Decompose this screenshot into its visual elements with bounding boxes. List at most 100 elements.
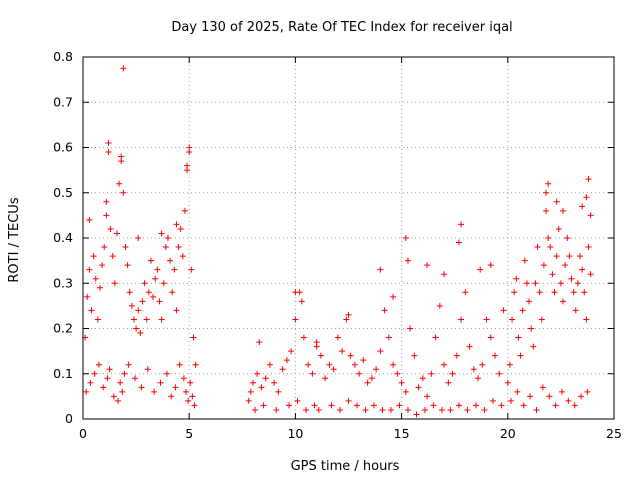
data-point bbox=[566, 253, 573, 260]
data-point bbox=[245, 397, 252, 404]
x-tick-label: 20 bbox=[500, 426, 516, 441]
data-point bbox=[345, 311, 352, 318]
data-point bbox=[133, 325, 140, 332]
data-point bbox=[164, 235, 171, 241]
data-point bbox=[177, 225, 184, 232]
data-point bbox=[158, 230, 165, 237]
data-point bbox=[538, 316, 545, 323]
data-point bbox=[254, 370, 261, 377]
data-point bbox=[158, 316, 165, 323]
data-point bbox=[511, 289, 518, 296]
data-point bbox=[545, 180, 552, 187]
data-point bbox=[540, 262, 547, 269]
y-tick-label: 0.2 bbox=[53, 321, 73, 336]
data-point bbox=[160, 280, 167, 287]
data-point bbox=[527, 393, 534, 400]
data-point bbox=[509, 316, 516, 323]
data-point bbox=[364, 379, 371, 386]
data-point bbox=[579, 266, 586, 273]
data-point bbox=[551, 289, 558, 296]
y-tick-label: 0.6 bbox=[53, 140, 73, 155]
data-point bbox=[176, 361, 183, 368]
data-point bbox=[553, 253, 560, 260]
data-point bbox=[584, 388, 591, 395]
data-point bbox=[583, 194, 590, 201]
data-point bbox=[521, 257, 528, 264]
data-point bbox=[168, 393, 175, 400]
data-point bbox=[424, 262, 431, 269]
data-point bbox=[252, 406, 259, 413]
data-point bbox=[116, 180, 123, 187]
data-point bbox=[188, 266, 195, 273]
data-point bbox=[94, 316, 101, 323]
data-point bbox=[145, 289, 152, 296]
data-point bbox=[309, 370, 316, 377]
data-point bbox=[402, 235, 409, 241]
data-point bbox=[122, 244, 129, 251]
data-point bbox=[110, 393, 117, 400]
data-point bbox=[162, 244, 169, 251]
data-point bbox=[513, 275, 520, 282]
chart-title: Day 130 of 2025, Rate Of TEC Index for r… bbox=[171, 20, 512, 35]
data-point bbox=[186, 149, 193, 156]
y-tick-label: 0.7 bbox=[53, 94, 73, 109]
data-point bbox=[128, 302, 135, 309]
data-point bbox=[360, 357, 367, 364]
data-point bbox=[368, 375, 375, 382]
data-point bbox=[487, 334, 494, 341]
data-point bbox=[91, 370, 98, 377]
data-point bbox=[135, 307, 142, 314]
data-point bbox=[407, 325, 414, 332]
data-point bbox=[543, 189, 550, 196]
data-point bbox=[143, 316, 150, 323]
data-point bbox=[475, 375, 482, 382]
data-point bbox=[104, 375, 111, 382]
data-point bbox=[247, 388, 254, 395]
data-point bbox=[190, 334, 197, 341]
data-point bbox=[445, 379, 452, 386]
data-point bbox=[413, 411, 420, 418]
data-point bbox=[421, 406, 428, 413]
data-point bbox=[464, 406, 471, 413]
data-point bbox=[88, 307, 95, 314]
data-point bbox=[90, 253, 97, 260]
data-point bbox=[326, 361, 333, 368]
data-point bbox=[470, 366, 477, 373]
data-point bbox=[117, 379, 124, 386]
data-point bbox=[373, 366, 380, 373]
data-point bbox=[564, 235, 571, 241]
data-point bbox=[483, 316, 490, 323]
data-point bbox=[103, 212, 110, 219]
data-point bbox=[432, 334, 439, 341]
data-point bbox=[585, 176, 592, 183]
data-point bbox=[260, 402, 267, 409]
data-point bbox=[275, 388, 282, 395]
data-point bbox=[532, 280, 539, 287]
data-point bbox=[151, 388, 158, 395]
data-point bbox=[578, 393, 585, 400]
data-point bbox=[101, 244, 108, 251]
data-point bbox=[458, 221, 465, 228]
data-point bbox=[555, 225, 562, 232]
data-point bbox=[175, 244, 182, 251]
data-point bbox=[303, 406, 310, 413]
data-point bbox=[577, 253, 584, 260]
data-point bbox=[339, 348, 346, 355]
data-point bbox=[262, 375, 269, 382]
data-point bbox=[552, 402, 559, 409]
data-point bbox=[180, 375, 187, 382]
data-point bbox=[572, 307, 579, 314]
data-point bbox=[298, 298, 305, 305]
axis-ticks: 0 5 10 15 20 25 0 0.1 0.2 0.3 0.4 0.5 0.6 0.7 0.8 bbox=[53, 49, 622, 441]
data-point bbox=[179, 253, 186, 260]
data-point bbox=[583, 316, 590, 323]
data-point bbox=[579, 203, 586, 210]
data-point bbox=[173, 221, 180, 228]
data-point bbox=[105, 149, 112, 156]
data-point bbox=[438, 406, 445, 413]
data-point bbox=[120, 189, 127, 196]
data-point bbox=[462, 289, 469, 296]
data-point bbox=[173, 307, 180, 314]
data-point bbox=[126, 289, 133, 296]
